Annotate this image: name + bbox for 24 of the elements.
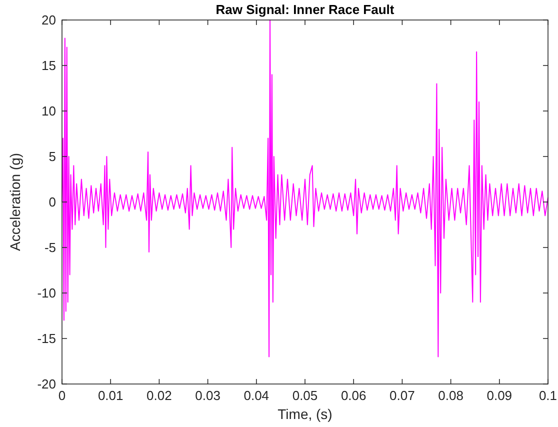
y-tick-label: 0 <box>48 194 56 210</box>
y-tick-label: -10 <box>37 286 56 300</box>
chart-title: Raw Signal: Inner Race Fault <box>216 2 395 17</box>
y-tick-label: -20 <box>37 376 56 392</box>
x-tick-label: 0.01 <box>98 388 124 403</box>
x-tick-label: 0.04 <box>244 388 270 403</box>
x-axis-title: Time, (s) <box>278 406 332 422</box>
y-axis-title: Acceleration (g) <box>7 152 23 252</box>
x-tick-label: 0.03 <box>195 388 220 403</box>
y-tick-label: -5 <box>44 240 56 255</box>
y-tick-label: -15 <box>37 331 56 346</box>
x-tick-label: 0.02 <box>146 388 172 403</box>
y-tick-label: 15 <box>42 58 56 73</box>
y-tick-label: 10 <box>42 104 56 118</box>
x-tick-label: 0.09 <box>486 388 512 403</box>
line-series <box>62 20 548 358</box>
x-tick-label: 0.1 <box>538 388 558 403</box>
x-tick-label: 0.07 <box>390 388 415 403</box>
x-tick-label: 0.08 <box>438 388 464 403</box>
x-tick-label: 0 <box>58 388 66 403</box>
y-tick-label: 20 <box>42 12 56 28</box>
x-tick-label: 0.06 <box>340 388 366 403</box>
y-tick-label: 5 <box>48 149 56 164</box>
x-tick-label: 0.05 <box>292 388 318 403</box>
